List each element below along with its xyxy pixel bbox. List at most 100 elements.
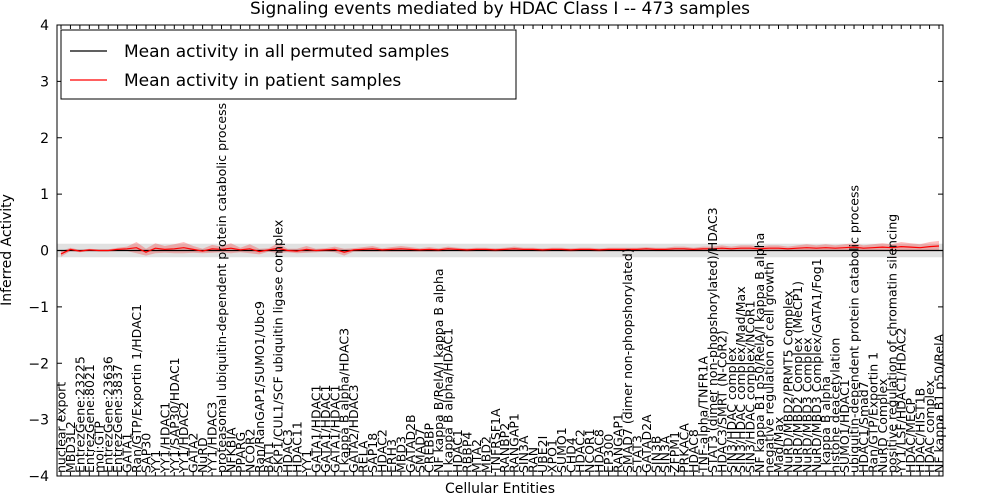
x-tick-label: I kappa B alpha: [818, 376, 833, 473]
x-tick-label: SIN3/HDAC complex: [724, 347, 739, 473]
x-tick-label: ZFPM1: [667, 431, 682, 473]
x-tick-label: HDAC1: [450, 429, 465, 473]
x-tick-label: RANBP2: [497, 423, 512, 473]
x-tick-label: EntrezGene:23636: [101, 356, 116, 473]
x-tick-label: NuRD/MBD2 Complex (MeCP1): [790, 281, 805, 473]
x-tick-label: EntrezGene:3837: [110, 364, 125, 473]
x-tick-label: YY1/HDAC3: [205, 402, 220, 474]
x-tick-label: GATAD2B: [403, 414, 418, 473]
y-tick-label: 3: [40, 74, 49, 90]
x-tick-label: RAN: [526, 447, 541, 473]
x-tick-label: SIN3B: [648, 436, 663, 474]
legend-label-permuted: Mean activity in all permuted samples: [124, 42, 449, 62]
x-tick-label: SAP18: [365, 433, 380, 473]
x-tick-label: SIN3/HDAC complex/Mad/Max: [733, 286, 748, 473]
x-tick-label: SMAD7: [412, 428, 427, 473]
x-tick-label: GATAD2A: [639, 414, 654, 473]
x-tick-label: ubiquitin-dependent protein catabolic pr…: [847, 185, 862, 473]
x-tick-label: RELA: [356, 440, 371, 473]
x-tick-label: NF kappa B1 p50/RelA/I kappa B alpha: [752, 233, 767, 473]
x-tick-label: SIN3/HDAC complex/NCoR1: [743, 300, 758, 473]
x-tick-label: MBD2: [478, 436, 493, 473]
plot-area: [57, 240, 943, 258]
x-tick-label: PPARG: [233, 432, 248, 473]
y-tick-label: −4: [28, 469, 49, 485]
x-tick-label: HDAC11: [290, 421, 305, 473]
x-tick-label: NuRD/MBD3 Complex/GATA1/Fog1: [809, 258, 824, 473]
y-tick-label: 1: [40, 187, 49, 203]
x-tick-label: YY1: [148, 450, 163, 474]
x-tick-label: HDAC3/SMRT (N-CoR2): [714, 330, 729, 473]
x-tick-label: TNFRSF1A: [488, 408, 503, 474]
x-tick-label: CREBBP: [422, 423, 437, 473]
x-tick-label: histone deacetylation: [828, 338, 843, 473]
x-tick-label: GATA2: [186, 433, 201, 473]
y-tick-label: 4: [40, 18, 49, 34]
x-tick-label: SIN3A: [658, 435, 673, 473]
x-tick-label: NCOR1: [582, 428, 597, 473]
x-tick-label: HDAC2: [375, 429, 390, 473]
x-tick-label: YY1: [299, 450, 314, 474]
x-tick-label: STAT3: [629, 435, 644, 473]
x-tick-label: HDAC3: [280, 429, 295, 473]
x-tick-label: TNF-alpha/TNFR1A: [696, 356, 711, 474]
x-tick-label: moi:GTP: [91, 421, 106, 473]
x-tick-label: SMAD7 (dimer non-phopshorylated): [620, 248, 635, 473]
x-tick-label: YY1/LSF/HDAC1/HDAC2: [894, 327, 909, 474]
x-tick-label: HDAC/MECP: [903, 398, 918, 473]
y-tick-label: 2: [40, 131, 49, 147]
y-axis: 4 3 2 1 0 −1 −2 −3 −4: [28, 18, 943, 485]
y-axis-label: Inferred Activity: [0, 194, 15, 306]
legend-box: [60, 29, 517, 100]
x-tick-label: HDAC/HIST1B: [913, 388, 928, 473]
x-tick-label: XPO1: [544, 439, 559, 473]
x-tick-label: HDAC complex: [922, 380, 937, 473]
x-tick-label: YY1/HDAC2: [176, 402, 191, 474]
x-tick-label: SAP30: [139, 433, 154, 473]
x-tick-label: GATA1/HDAC1: [308, 385, 323, 473]
x-tick-label: Mad/Max: [771, 417, 786, 473]
x-tick-label: HDAC8: [686, 429, 701, 473]
x-tick-label: MBD3L2: [63, 421, 78, 473]
x-tick-label: proteasomal ubiquitin-dependent protein …: [214, 103, 229, 473]
x-tick-label: SIN3A: [516, 435, 531, 473]
x-tick-label: RANGAP1: [611, 413, 626, 473]
x-tick-label: BAT1: [261, 441, 276, 473]
x-tick-label: NuRD: [195, 437, 210, 473]
legend: Mean activity in all permuted samples Me…: [60, 29, 517, 100]
x-tick-label: GATA1/HDAC1: [318, 385, 333, 473]
x-tick-label: positive regulation of chromatin silenci…: [884, 214, 899, 473]
x-tick-label: NuRD/MBD2/PRMT5 Complex: [780, 291, 795, 473]
x-tick-label: GATA1: [120, 433, 135, 473]
chart-title: Signaling events mediated by HDAC Class …: [250, 0, 750, 19]
x-tick-label: SUMO1/HDAC1: [837, 379, 852, 473]
x-tick-label: negative regulation of cell growth: [762, 262, 777, 473]
x-tick-label: NuRD/MBD3 Complex: [799, 337, 814, 473]
x-tick-label: EntrezGene:23225: [72, 356, 87, 473]
x-tick-label: Ran/GTP/Exportin 1/HDAC1: [129, 304, 144, 473]
x-tick-label: RBBP4: [460, 432, 475, 473]
x-tick-label: NCOR2: [242, 428, 257, 473]
x-tick-label: SUMO1: [554, 427, 569, 473]
x-tick-label: PRKACA: [677, 423, 692, 473]
x-tick-label: MBD3: [393, 436, 408, 473]
x-axis-label: Cellular Entities: [445, 481, 555, 497]
x-tick-label: YY1/SAP30/HDAC1: [167, 357, 182, 474]
x-tick-label: UBE2I: [535, 436, 550, 473]
x-tick-label: YY1/HDAC1: [157, 402, 172, 474]
x-tick-label: NF kappa B/RelA/I kappa B alpha: [431, 268, 446, 473]
x-tick-label: I kappa B alpha/HDAC1: [441, 328, 456, 473]
x-tick-label: Ran/GTP/Exportin 1: [865, 352, 880, 473]
x-tick-label: ERH3: [384, 439, 399, 473]
legend-label-patient: Mean activity in patient samples: [124, 71, 401, 91]
x-tick-label: NuRD Complex: [875, 379, 890, 473]
x-tick-label: GATA2/HDAC3: [346, 385, 361, 473]
patient-mean-line: [60, 245, 940, 255]
patient-band: [61, 240, 939, 257]
x-tick-label: EP300: [601, 434, 616, 473]
x-tick-label: EntrezGene:8021: [82, 364, 97, 473]
x-tick-label: Ran/RanGAP1/SUMO1/Ubc9: [252, 301, 267, 473]
x-tick-label: RANGAP1: [507, 413, 522, 473]
y-tick-label: −1: [28, 300, 49, 316]
